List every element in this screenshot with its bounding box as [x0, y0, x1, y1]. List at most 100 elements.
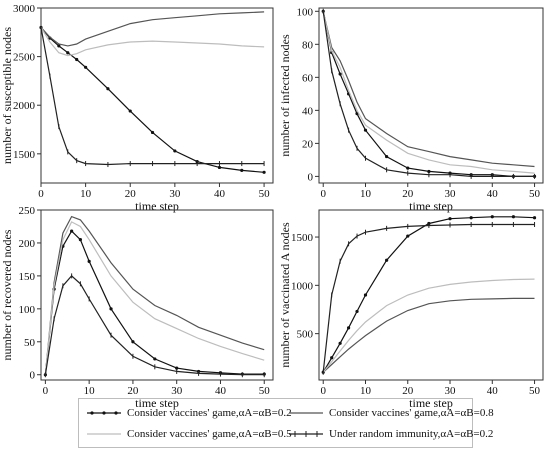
y-tick-label-2-100: 100: [297, 6, 314, 18]
series-point-1-1-4: [75, 57, 79, 62]
y-axis-label-4: number of vaccinated A nodes: [278, 222, 292, 368]
y-tick-label-2-20: 20: [302, 138, 314, 150]
x-tick-label-2-30: 30: [445, 188, 457, 200]
x-tick-label-1-10: 10: [80, 188, 92, 200]
chart-panel-1: 0 10 20 30 40 50 1500 2000 2500 3000 time step numb…: [0, 3, 274, 213]
series-point-2-1-5: [363, 128, 368, 132]
series-line-2-3: [322, 11, 535, 174]
y-axis-label-2: number of infected nodes: [278, 34, 292, 157]
x-tick-label-3-30: 30: [171, 385, 183, 397]
x-tick-label-1-50: 50: [259, 188, 271, 200]
legend-label-random-immunity: Under random immunity,αA=αB=0.2: [329, 428, 494, 440]
x-tick-label-3-0: 0: [43, 385, 49, 397]
series-point-4-1-6: [385, 258, 389, 262]
plot-frame-3: [40, 209, 274, 381]
x-tick-label-4-40: 40: [487, 385, 499, 397]
series-line-3-3: [44, 221, 265, 375]
series-point-1-1-8: [150, 130, 155, 135]
series-point-4-1-11: [490, 215, 494, 219]
y-tick-label-1-3000: 3000: [13, 3, 36, 15]
series-line-1-2: [40, 11, 265, 47]
x-tick-label-4-30: 30: [445, 385, 457, 397]
x-tick-label-2-50: 50: [529, 188, 541, 200]
x-axis-label-4: time step: [409, 396, 453, 410]
legend-swatch-game-0.8: [289, 412, 323, 414]
y-tick-label-1-2000: 2000: [13, 100, 36, 112]
x-axis-label-3: time step: [135, 396, 179, 410]
y-tick-label-3-150: 150: [19, 271, 36, 283]
y-tick-label-2-80: 80: [302, 39, 314, 51]
chart-panel-4: 0 10 20 30 40 50 500 1000 1500 time step number of…: [278, 209, 544, 410]
series-line-4-3: [322, 278, 535, 373]
chart-panel-3: 0 10 20 30 40 50 0 50 100 150 200 250 time step numbe…: [0, 205, 274, 410]
y-tick-label-4-1500: 1500: [291, 232, 314, 244]
legend-item-game-0.2: Consider vaccines' game,αA=αB=0.2: [87, 404, 292, 422]
x-tick-label-3-20: 20: [127, 385, 139, 397]
series-point-4-1-13: [532, 216, 537, 220]
x-tick-label-2-10: 10: [360, 188, 372, 200]
series-point-3-1-5: [87, 259, 91, 263]
chart-panel-2: 0 10 20 30 40 50 0 20 40 60 80 100 time step number o…: [278, 6, 544, 213]
legend-swatch-game-0.5: [87, 433, 121, 435]
x-tick-label-2-0: 0: [320, 188, 326, 200]
series-point-3-1-9: [175, 366, 179, 370]
series-point-1-1-6: [106, 87, 110, 91]
y-tick-label-3-100: 100: [19, 304, 36, 316]
series-point-1-1-7: [128, 109, 132, 113]
series-point-4-1-9: [448, 217, 452, 221]
series-point-4-1-1: [330, 356, 334, 360]
x-tick-label-1-40: 40: [214, 188, 226, 200]
y-axis-label-3: number of recovered nodes: [0, 229, 14, 360]
y-tick-label-3-250: 250: [19, 205, 36, 217]
x-tick-label-1-0: 0: [38, 188, 44, 200]
legend-label-game-0.5: Consider vaccines' game,αA=αB=0.5: [127, 428, 292, 440]
series-line-2-2: [322, 11, 535, 168]
series-line-3-1: [44, 230, 265, 375]
series-point-4-1-10: [469, 216, 473, 220]
series-point-3-1-3: [70, 229, 74, 233]
x-tick-label-4-20: 20: [402, 385, 414, 397]
x-axis-label-1: time step: [135, 199, 179, 213]
x-tick-label-4-0: 0: [320, 385, 326, 397]
y-tick-label-2-0: 0: [308, 171, 314, 183]
series-point-4-1-5: [363, 293, 368, 297]
y-tick-label-2-60: 60: [302, 72, 314, 84]
legend: Consider vaccines' game,αA=αB=0.2 Consid…: [78, 398, 494, 448]
y-tick-label-3-0: 0: [30, 370, 36, 382]
series-point-2-1-2: [338, 72, 342, 76]
series-line-4-2: [322, 297, 535, 373]
series-line-2-1: [322, 11, 535, 177]
x-tick-label-1-20: 20: [125, 188, 137, 200]
series-point-4-1-7: [406, 234, 410, 238]
x-tick-label-1-30: 30: [169, 188, 181, 200]
plot-frame-4: [318, 209, 544, 381]
series-point-4-1-2: [338, 341, 342, 345]
x-tick-label-4-10: 10: [360, 385, 372, 397]
series-line-4-1: [322, 216, 535, 373]
series-point-3-1-7: [131, 340, 135, 344]
series-point-2-1-8: [427, 169, 431, 174]
series-line-1-4: [40, 27, 265, 166]
series-point-4-1-3: [346, 326, 351, 330]
series-line-1-3: [40, 27, 265, 57]
x-tick-label-4-50: 50: [529, 385, 541, 397]
series-point-2-1-7: [406, 166, 410, 170]
legend-label-game-0.2: Consider vaccines' game,αA=αB=0.2: [127, 407, 292, 419]
series-line-3-4: [44, 275, 265, 376]
y-tick-label-4-1000: 1000: [291, 280, 314, 292]
y-tick-label-1-2500: 2500: [13, 52, 36, 64]
series-line-2-4: [322, 11, 535, 177]
series-point-3-1-8: [153, 357, 157, 361]
series-point-4-1-4: [355, 309, 359, 314]
series-point-1-1-5: [84, 65, 88, 69]
x-tick-label-2-40: 40: [487, 188, 499, 200]
series-point-1-1-2: [57, 44, 61, 48]
x-tick-label-3-50: 50: [259, 385, 271, 397]
series-point-2-1-6: [385, 154, 389, 159]
plot-frame-2: [318, 7, 544, 184]
y-tick-label-3-50: 50: [24, 337, 36, 349]
y-tick-label-1-1500: 1500: [13, 149, 36, 161]
series-point-3-1-6: [109, 307, 113, 311]
x-tick-label-2-20: 20: [402, 188, 414, 200]
